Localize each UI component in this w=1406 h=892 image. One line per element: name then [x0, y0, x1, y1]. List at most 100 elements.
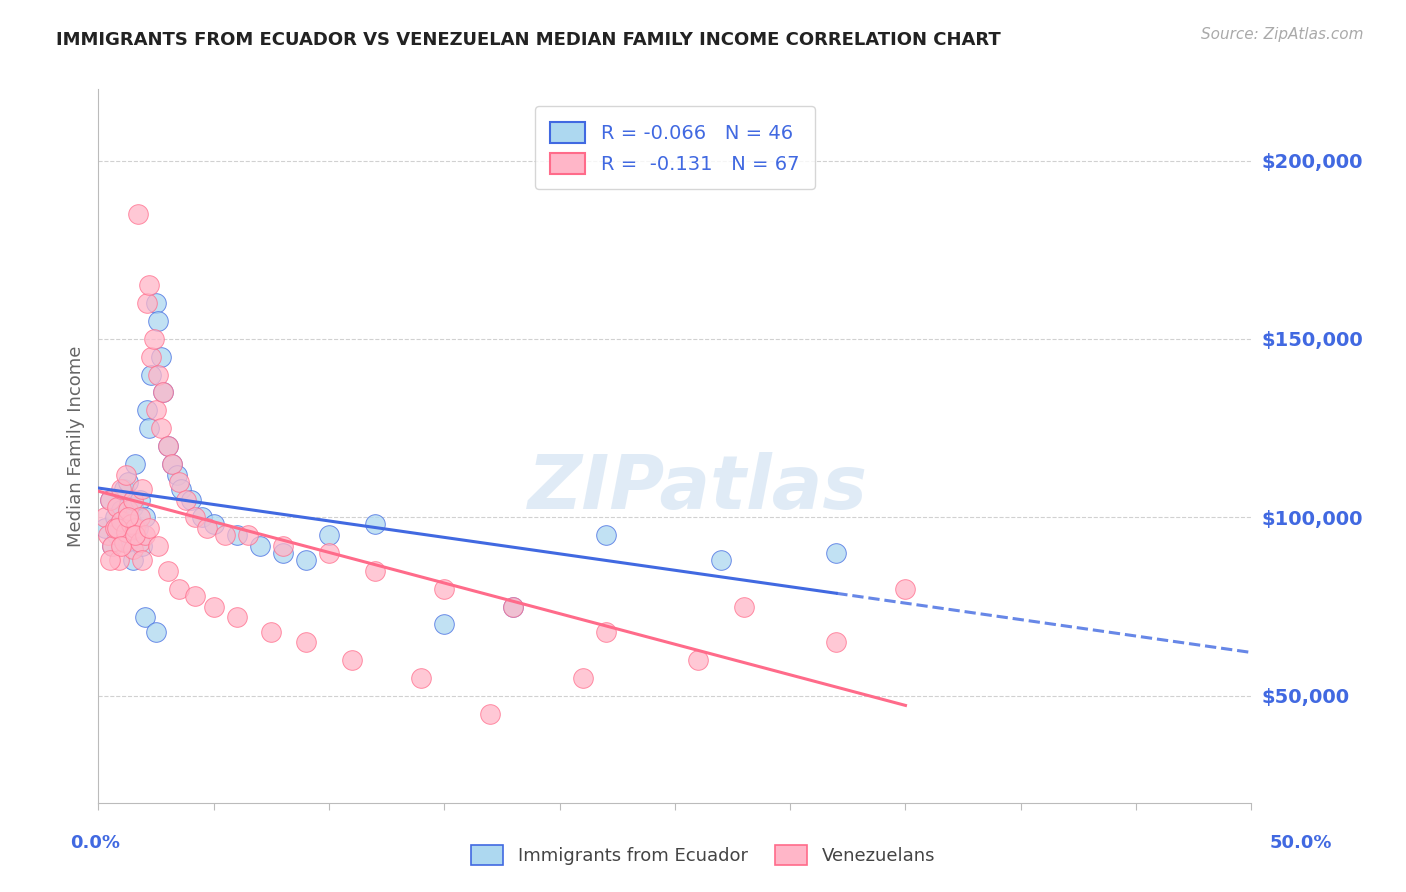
Point: [115, 467, 138, 482]
Point: [184, 510, 207, 524]
Point: [184, 589, 207, 603]
Point: [98, 553, 121, 567]
Point: [115, 524, 138, 539]
Legend: Immigrants from Ecuador, Venezuelans: Immigrants from Ecuador, Venezuelans: [461, 836, 945, 874]
Point: [180, 492, 202, 507]
Point: [152, 385, 174, 400]
Point: [149, 350, 172, 364]
Point: [167, 475, 190, 489]
Point: [129, 535, 152, 549]
Point: [101, 539, 124, 553]
Point: [97, 528, 120, 542]
Point: [101, 539, 124, 553]
Point: [98, 492, 121, 507]
Point: [127, 207, 149, 221]
Point: [103, 521, 125, 535]
Point: [710, 553, 733, 567]
Point: [138, 521, 160, 535]
Point: [94, 521, 117, 535]
Point: [318, 546, 340, 560]
Point: [166, 467, 188, 482]
Point: [145, 624, 167, 639]
Point: [127, 521, 149, 535]
Point: [825, 546, 848, 560]
Point: [98, 492, 121, 507]
Point: [148, 314, 170, 328]
Point: [595, 624, 617, 639]
Point: [174, 492, 197, 507]
Text: Source: ZipAtlas.com: Source: ZipAtlas.com: [1201, 27, 1364, 42]
Point: [571, 671, 593, 685]
Point: [110, 514, 132, 528]
Point: [129, 510, 152, 524]
Point: [260, 624, 283, 639]
Point: [110, 539, 132, 553]
Point: [142, 332, 165, 346]
Point: [138, 278, 160, 293]
Point: [479, 706, 502, 721]
Point: [145, 403, 167, 417]
Point: [122, 500, 145, 514]
Point: [117, 510, 139, 524]
Point: [595, 528, 617, 542]
Point: [411, 671, 433, 685]
Point: [238, 528, 260, 542]
Point: [160, 457, 183, 471]
Point: [148, 539, 170, 553]
Point: [115, 524, 138, 539]
Point: [271, 539, 294, 553]
Point: [225, 528, 247, 542]
Point: [141, 368, 163, 382]
Point: [502, 599, 524, 614]
Point: [202, 517, 225, 532]
Point: [108, 553, 131, 567]
Point: [271, 546, 294, 560]
Point: [135, 403, 157, 417]
Point: [110, 503, 132, 517]
Point: [191, 510, 214, 524]
Point: [433, 582, 456, 596]
Point: [112, 482, 135, 496]
Point: [131, 539, 153, 553]
Point: [110, 482, 132, 496]
Point: [733, 599, 755, 614]
Point: [131, 482, 153, 496]
Point: [134, 610, 156, 624]
Point: [124, 521, 146, 535]
Point: [295, 635, 318, 649]
Point: [117, 475, 139, 489]
Point: [134, 528, 156, 542]
Text: ZIPatlas: ZIPatlas: [527, 452, 868, 525]
Point: [138, 421, 160, 435]
Point: [105, 500, 128, 514]
Point: [134, 510, 156, 524]
Point: [120, 514, 142, 528]
Legend: R = -0.066   N = 46, R =  -0.131   N = 67: R = -0.066 N = 46, R = -0.131 N = 67: [534, 106, 815, 189]
Point: [145, 296, 167, 310]
Point: [105, 521, 128, 535]
Point: [129, 492, 152, 507]
Point: [117, 503, 139, 517]
Point: [124, 528, 146, 542]
Point: [148, 368, 170, 382]
Point: [249, 539, 271, 553]
Point: [202, 599, 225, 614]
Point: [149, 421, 172, 435]
Point: [167, 582, 190, 596]
Point: [124, 457, 146, 471]
Point: [170, 482, 193, 496]
Point: [156, 439, 179, 453]
Point: [94, 510, 117, 524]
Point: [502, 599, 524, 614]
Text: 0.0%: 0.0%: [70, 834, 121, 852]
Point: [686, 653, 709, 667]
Point: [894, 582, 917, 596]
Point: [364, 564, 387, 578]
Point: [122, 553, 145, 567]
Point: [318, 528, 340, 542]
Text: IMMIGRANTS FROM ECUADOR VS VENEZUELAN MEDIAN FAMILY INCOME CORRELATION CHART: IMMIGRANTS FROM ECUADOR VS VENEZUELAN ME…: [56, 31, 1001, 49]
Point: [105, 528, 128, 542]
Point: [433, 617, 456, 632]
Point: [295, 553, 318, 567]
Point: [131, 553, 153, 567]
